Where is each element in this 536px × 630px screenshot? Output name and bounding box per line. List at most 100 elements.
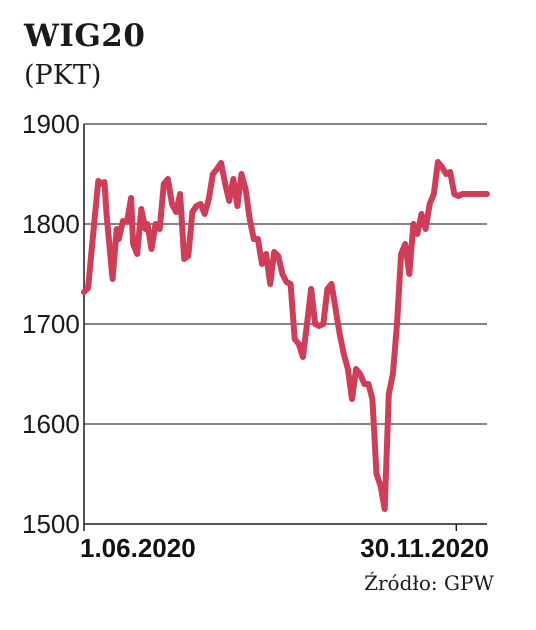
data-point <box>335 308 337 310</box>
data-point <box>474 193 476 195</box>
data-point <box>105 213 108 215</box>
y-tick-label: 1600 <box>22 409 80 439</box>
data-point <box>232 178 234 180</box>
data-point <box>249 218 251 220</box>
data-point <box>140 208 142 210</box>
data-point <box>245 188 247 190</box>
data-point <box>265 253 267 255</box>
data-point <box>281 273 284 275</box>
data-point <box>187 255 189 257</box>
data-point <box>351 398 353 400</box>
data-point <box>240 173 243 175</box>
data-point <box>183 258 185 260</box>
data-point <box>343 353 345 355</box>
data-point <box>298 343 300 345</box>
data-point <box>154 223 157 225</box>
data-point <box>216 168 218 170</box>
data-point <box>404 243 406 245</box>
data-point <box>285 281 288 283</box>
data-point <box>273 251 275 253</box>
data-point <box>322 323 324 325</box>
data-point <box>457 195 459 197</box>
data-point <box>306 323 308 325</box>
chart-subtitle: (PKT) <box>24 60 102 91</box>
data-point <box>355 368 357 370</box>
data-point <box>380 485 382 487</box>
data-point <box>195 205 198 207</box>
data-point <box>310 288 312 290</box>
data-point <box>388 393 390 395</box>
data-point <box>116 228 118 230</box>
data-point <box>302 356 304 358</box>
data-point <box>478 193 480 195</box>
series-layer <box>81 159 490 512</box>
x-axis-ticks: 1.06.2020 30.11.2020 <box>80 524 489 563</box>
data-point <box>132 243 134 245</box>
data-point <box>453 193 455 195</box>
source-note: Źródło: GPW <box>364 571 494 595</box>
data-point <box>294 338 296 340</box>
data-point <box>429 203 431 205</box>
data-point <box>449 171 451 173</box>
data-point <box>445 173 447 175</box>
data-point <box>420 213 423 215</box>
data-point <box>437 161 439 163</box>
data-point <box>318 325 320 327</box>
data-point <box>367 383 369 385</box>
data-point <box>347 368 349 370</box>
data-point <box>363 383 365 385</box>
data-point <box>392 373 394 375</box>
data-point <box>277 255 279 257</box>
data-point <box>330 283 333 285</box>
data-point <box>359 373 361 375</box>
data-point <box>126 221 128 223</box>
data-point <box>191 211 194 213</box>
data-point <box>416 233 419 235</box>
data-point <box>200 203 202 205</box>
y-tick-label: 1900 <box>22 109 80 139</box>
data-point <box>412 223 414 225</box>
data-point <box>326 288 329 290</box>
y-tick-label: 1700 <box>22 309 80 339</box>
data-point <box>136 253 138 255</box>
data-point <box>314 323 316 325</box>
data-point <box>112 278 114 280</box>
wig20-series-line <box>81 159 490 512</box>
data-point <box>97 180 99 182</box>
data-point <box>461 193 464 195</box>
data-point <box>175 211 177 213</box>
data-point <box>171 203 173 205</box>
data-point <box>179 193 181 195</box>
data-point <box>425 228 427 230</box>
data-point <box>220 162 222 164</box>
data-point <box>290 283 292 285</box>
data-point <box>146 223 149 225</box>
data-point <box>103 181 106 183</box>
data-point <box>144 228 146 230</box>
data-point <box>433 193 435 195</box>
data-point <box>83 291 85 293</box>
data-point <box>122 220 124 222</box>
y-tick-label: 1500 <box>22 509 80 539</box>
data-point <box>87 287 89 289</box>
data-point <box>339 333 341 335</box>
y-tick-label: 1800 <box>22 209 80 239</box>
data-point <box>396 323 398 325</box>
x-tick-label: 30.11.2020 <box>360 533 489 563</box>
data-point <box>208 198 210 200</box>
data-point <box>253 238 255 240</box>
data-point <box>204 213 206 215</box>
data-point <box>384 508 386 510</box>
data-point <box>257 238 259 240</box>
data-point <box>101 183 104 185</box>
data-point <box>159 228 161 230</box>
data-point <box>228 200 230 202</box>
data-point <box>224 183 226 185</box>
data-point <box>150 248 153 250</box>
chart-title: WIG20 <box>24 18 146 54</box>
data-point <box>400 253 402 255</box>
data-point <box>371 398 374 400</box>
data-point <box>261 263 263 265</box>
data-point <box>130 197 132 199</box>
